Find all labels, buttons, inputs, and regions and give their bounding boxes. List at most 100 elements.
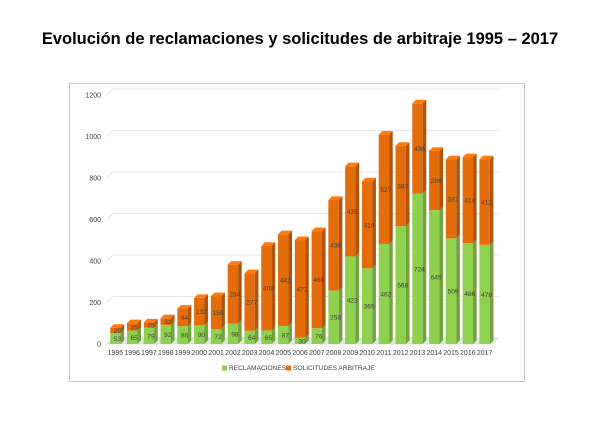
x-tick-label: 2017 — [477, 350, 493, 357]
data-label-solicitudes: 442 — [280, 278, 291, 285]
data-label-solicitudes: 25 — [114, 328, 122, 335]
data-label-solicitudes: 25 — [147, 323, 155, 330]
bar-reclamaciones — [462, 239, 477, 344]
data-label-reclamaciones: 258 — [330, 315, 341, 322]
bar-solicitudes — [378, 131, 393, 244]
bar-top — [479, 155, 494, 160]
bar-solicitudes — [244, 269, 259, 331]
bar-reclamaciones — [361, 264, 376, 344]
data-label-reclamaciones: 87 — [282, 332, 290, 339]
y-tick-label: 0 — [97, 342, 101, 349]
data-label-solicitudes: 436 — [330, 243, 341, 250]
bar-top — [244, 269, 259, 274]
x-tick-label: 1999 — [175, 350, 191, 357]
bar-top — [395, 142, 410, 146]
gridline-depth — [106, 254, 114, 262]
data-label-reclamaciones: 53 — [114, 336, 122, 343]
data-label-reclamaciones: 30 — [298, 338, 306, 345]
x-tick-label: 2000 — [192, 350, 208, 357]
bar-reclamaciones — [412, 190, 427, 344]
y-tick-label: 800 — [89, 176, 101, 183]
data-label-solicitudes: 408 — [263, 286, 274, 293]
legend-swatch — [286, 365, 291, 371]
data-label-reclamaciones: 90 — [198, 332, 206, 339]
data-label-reclamaciones: 76 — [315, 334, 323, 341]
bar-solicitudes — [194, 294, 209, 326]
data-label-solicitudes: 419 — [364, 222, 375, 229]
data-label-solicitudes: 468 — [313, 277, 324, 284]
x-tick-label: 2008 — [326, 350, 342, 357]
y-tick-label: 1200 — [85, 93, 101, 100]
data-label-reclamaciones: 86 — [181, 333, 189, 340]
bar-top — [462, 153, 477, 158]
x-tick-label: 2007 — [309, 350, 325, 357]
gridline-depth — [106, 171, 114, 179]
data-label-solicitudes: 132 — [196, 309, 207, 316]
data-label-solicitudes: 412 — [481, 200, 492, 207]
data-label-reclamaciones: 65 — [131, 335, 139, 342]
bar-top — [311, 227, 326, 232]
gridline-depth — [106, 213, 114, 220]
bar-top — [160, 314, 175, 319]
data-label-solicitudes: 527 — [380, 187, 391, 194]
data-label-solicitudes: 414 — [464, 198, 475, 205]
bar-solicitudes — [361, 177, 376, 269]
bar-top — [328, 196, 343, 200]
bar-top — [345, 162, 360, 167]
x-tick-label: 1998 — [158, 350, 174, 357]
data-label-solicitudes: 35 — [131, 324, 139, 331]
data-label-solicitudes: 387 — [397, 183, 408, 190]
bar-top — [412, 99, 427, 104]
x-tick-label: 2005 — [275, 350, 291, 357]
bar-solicitudes — [126, 319, 141, 331]
data-label-reclamaciones: 64 — [248, 335, 256, 342]
data-label-reclamaciones: 482 — [380, 291, 391, 298]
bar-reclamaciones — [227, 320, 242, 344]
gridline-depth — [106, 88, 114, 96]
bar-top — [126, 319, 141, 324]
x-tick-label: 2009 — [343, 350, 359, 357]
bar-top — [210, 292, 225, 297]
data-label-solicitudes: 159 — [213, 310, 224, 317]
x-tick-label: 2015 — [443, 350, 459, 357]
bar-solicitudes — [462, 153, 477, 244]
x-tick-label: 2010 — [359, 350, 375, 357]
x-tick-label: 2003 — [242, 350, 258, 357]
data-label-solicitudes: 435 — [347, 209, 358, 216]
x-tick-label: 2002 — [225, 350, 241, 357]
bar-reclamaciones — [244, 327, 259, 344]
bar-top — [378, 131, 393, 135]
data-label-solicitudes: 32 — [164, 319, 172, 326]
data-label-reclamaciones: 645 — [431, 275, 442, 282]
bar-top — [445, 155, 460, 160]
bar-reclamaciones — [429, 206, 444, 344]
bar-reclamaciones — [143, 324, 158, 344]
bar-reclamaciones — [345, 252, 360, 344]
gridline-depth — [106, 296, 114, 303]
bar-reclamaciones — [328, 286, 343, 344]
data-label-reclamaciones: 478 — [481, 292, 492, 299]
data-label-solicitudes: 277 — [246, 299, 257, 306]
x-tick-label: 2011 — [376, 350, 391, 357]
bar-solicitudes — [110, 324, 125, 334]
bar-reclamaciones — [177, 322, 192, 344]
bar-solicitudes — [479, 155, 494, 245]
data-label-reclamaciones: 98 — [231, 331, 239, 338]
bar-reclamaciones — [311, 324, 326, 344]
y-tick-label: 400 — [89, 259, 101, 266]
bar-reclamaciones — [395, 222, 410, 344]
legend-label: RECLAMACIONES — [229, 365, 287, 372]
bar-solicitudes — [294, 236, 309, 338]
bar-top — [143, 318, 158, 323]
data-label-reclamaciones: 365 — [364, 304, 375, 311]
bar-reclamaciones — [210, 325, 225, 344]
bar-solicitudes — [328, 196, 343, 291]
bar-solicitudes — [143, 318, 158, 328]
bar-reclamaciones — [160, 321, 175, 344]
bar-top — [429, 147, 444, 151]
data-label-reclamaciones: 92 — [164, 332, 172, 339]
bar-solicitudes — [160, 314, 175, 325]
legend-label: SOLICITUDES ARBITRAJE — [293, 365, 375, 372]
y-tick-label: 1000 — [85, 134, 101, 141]
bar-solicitudes — [261, 242, 276, 331]
